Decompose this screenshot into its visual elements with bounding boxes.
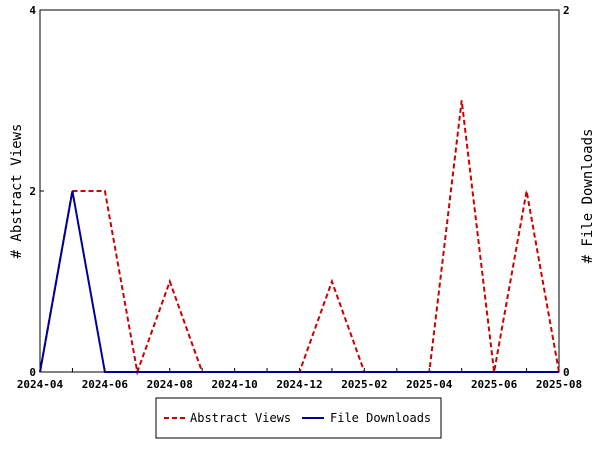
data-point-file-downloads <box>71 190 73 192</box>
legend-box <box>155 397 442 439</box>
data-point-file-downloads <box>493 371 495 373</box>
x-axis: 2024-04 2024-06 2024-08 2024-10 2024-12 2025-… <box>17 368 582 391</box>
data-point-file-downloads <box>234 371 236 373</box>
data-point-file-downloads <box>558 371 560 373</box>
x-tick-label: 2025-02 <box>341 378 387 391</box>
data-point-file-downloads <box>396 371 398 373</box>
y-axis-left-title: # Abstract Views <box>9 124 25 259</box>
y-right-tick-label: 2 <box>563 4 570 17</box>
y-axis-right-title: # File Downloads <box>580 129 596 264</box>
plot-area <box>39 9 560 373</box>
data-point-file-downloads <box>428 371 430 373</box>
data-point-abstract-views <box>331 281 333 282</box>
data-point-file-downloads <box>266 371 268 373</box>
x-tick-label: 2024-06 <box>82 378 129 391</box>
data-point-file-downloads <box>39 371 41 373</box>
x-tick-label: 2024-10 <box>211 378 257 391</box>
x-tick-label: 2024-04 <box>17 378 64 391</box>
x-tick-label: 2024-08 <box>147 378 193 391</box>
x-tick-label: 2025-06 <box>471 378 518 391</box>
x-tick-label: 2025-04 <box>406 378 453 391</box>
data-point-file-downloads <box>363 371 365 373</box>
data-point-abstract-views <box>169 281 171 282</box>
y-left-tick-label: 0 <box>29 366 36 379</box>
y-left-tick-label: 2 <box>29 185 36 198</box>
legend-label-file-downloads: File Downloads <box>330 411 431 425</box>
x-tick-label: 2024-12 <box>276 378 322 391</box>
data-point-abstract-views <box>526 190 528 192</box>
y-right-tick-label: 0 <box>563 366 570 379</box>
data-point-file-downloads <box>526 371 528 373</box>
data-point-abstract-views <box>104 190 106 192</box>
data-point-file-downloads <box>104 371 106 373</box>
legend: Abstract Views File Downloads <box>155 397 442 439</box>
data-point-file-downloads <box>136 371 138 373</box>
data-point-file-downloads <box>201 371 203 373</box>
data-point-file-downloads <box>461 371 463 373</box>
y-left-tick-label: 4 <box>29 4 36 17</box>
data-point-abstract-views <box>461 100 463 101</box>
legend-label-abstract-views: Abstract Views <box>190 411 291 425</box>
data-point-file-downloads <box>169 371 171 373</box>
series-layer <box>39 100 560 376</box>
data-point-file-downloads <box>299 371 300 373</box>
x-tick-label: 2025-08 <box>536 378 582 391</box>
data-point-file-downloads <box>331 371 333 373</box>
